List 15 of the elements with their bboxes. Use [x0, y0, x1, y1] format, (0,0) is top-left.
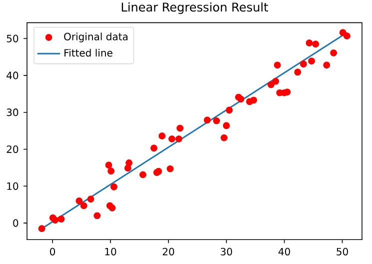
- x-tick-label: 50: [336, 248, 348, 256]
- y-tick-label: 0: [13, 219, 18, 228]
- y-tick-label: 50: [6, 34, 18, 42]
- y-tick-label: 40: [6, 72, 18, 80]
- x-tick-label: 40: [278, 248, 290, 256]
- x-tick-label: 0: [50, 248, 56, 256]
- x-tick-label: 30: [220, 248, 232, 256]
- y-tick-label: 10: [7, 182, 18, 190]
- legend-label: Fitted line: [64, 49, 112, 57]
- x-tick-label: 20: [162, 248, 174, 256]
- legend-label: Original data: [64, 32, 128, 42]
- chart-title: Linear Regression Result: [122, 2, 268, 14]
- y-tick-label: 20: [6, 146, 18, 154]
- x-tick-label: 10: [105, 248, 116, 256]
- y-tick-label: 30: [6, 108, 18, 116]
